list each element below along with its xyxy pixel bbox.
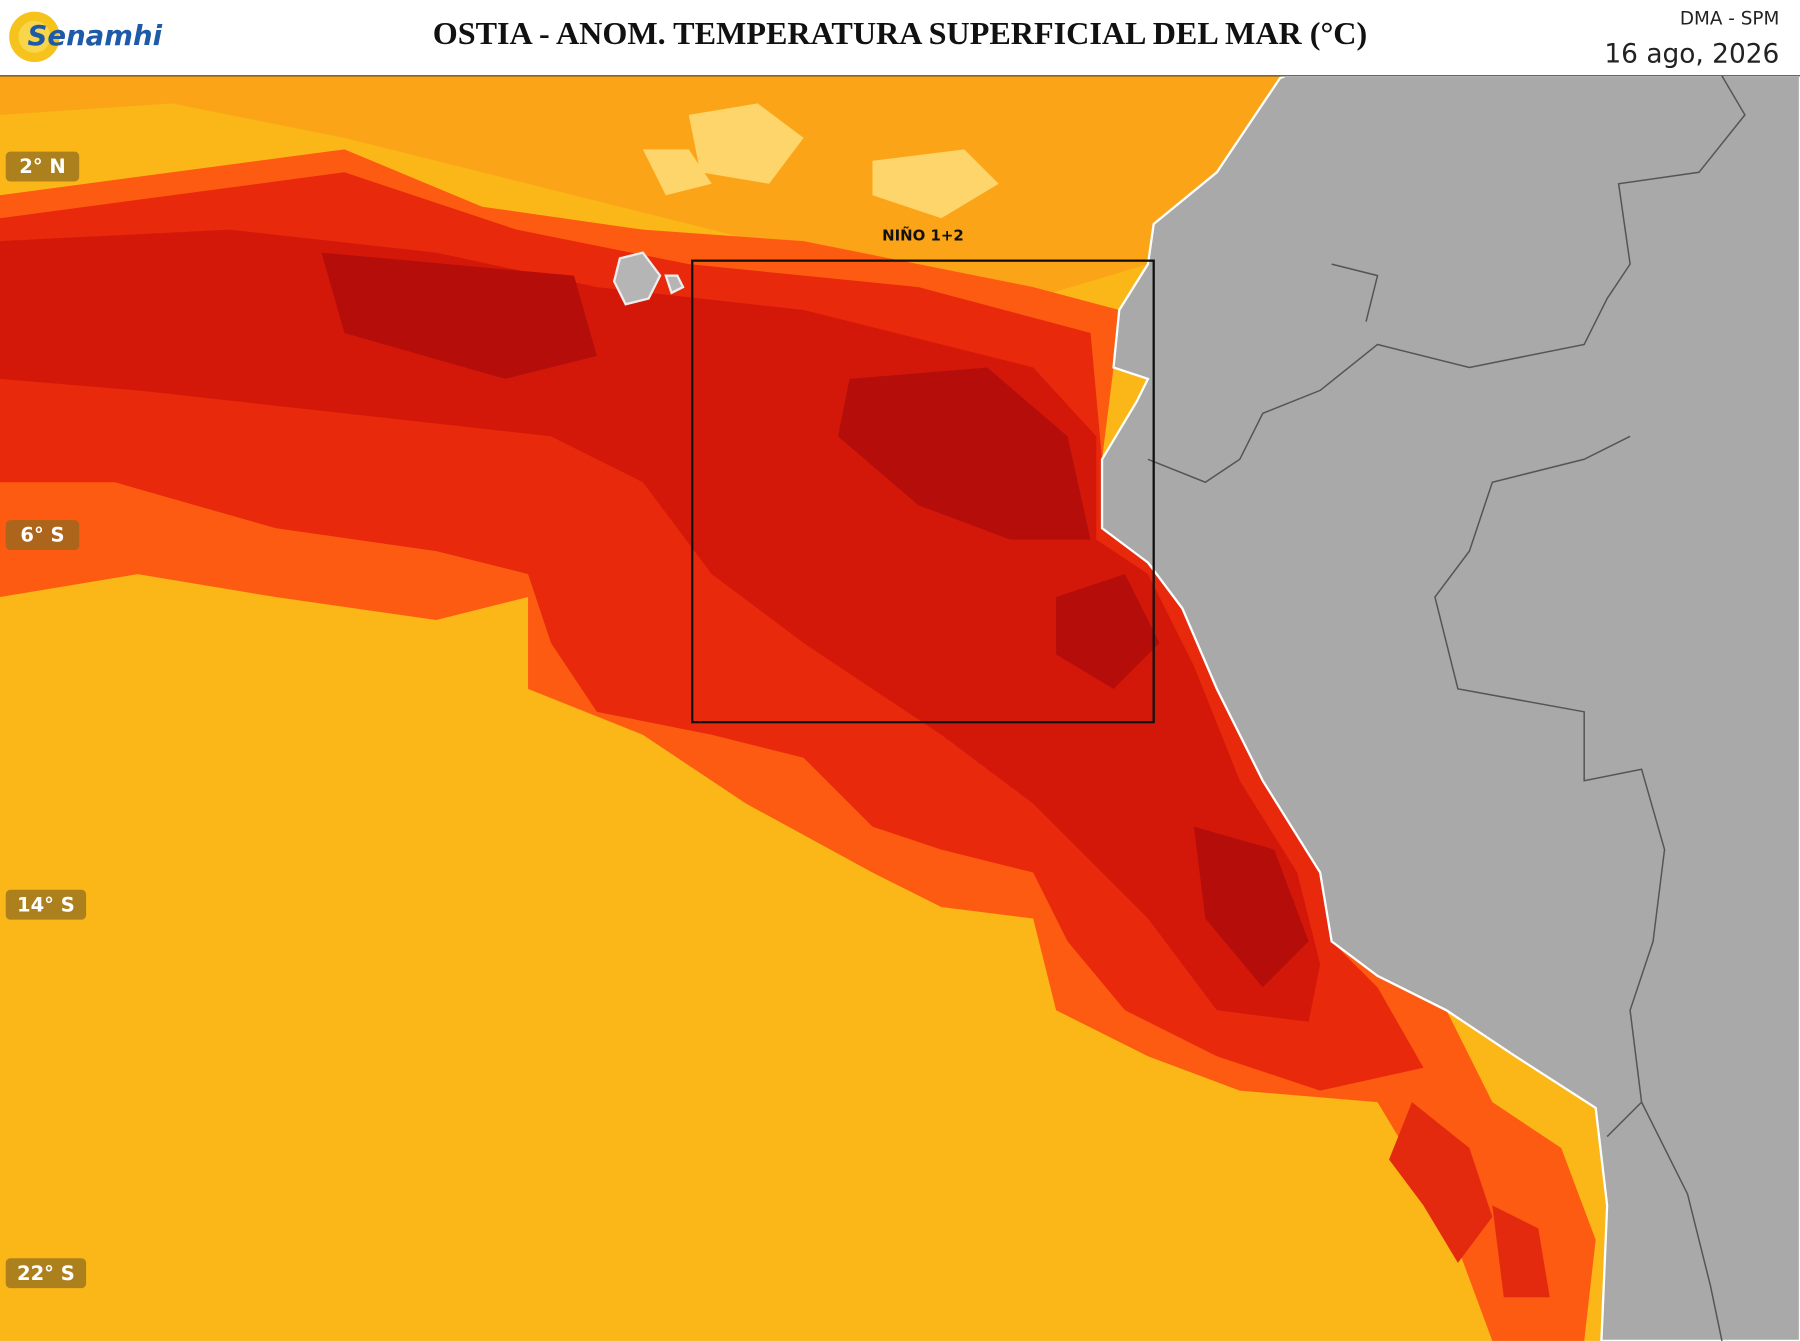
lat-label-bg: [5, 151, 80, 182]
anomaly-extreme: [321, 252, 1309, 988]
logo-sun-core: [18, 20, 51, 53]
lat-label-bg: [5, 1258, 87, 1289]
anomaly-coastal: [1389, 1102, 1550, 1298]
date: 16 ago, 2026: [1604, 39, 1779, 70]
lat-label-bg: [5, 889, 87, 920]
title: OSTIA - ANOM. TEMPERATURA SUPERFICIAL DE…: [433, 15, 1367, 51]
lat-label: 22° S: [17, 1262, 75, 1285]
borders: [1147, 75, 1746, 1341]
nino-label: NIÑO 1+2: [882, 227, 964, 245]
ocean: [0, 75, 1800, 1341]
header-bg: [0, 0, 1800, 76]
logo: Senamhi: [9, 11, 163, 63]
nino-box: [691, 259, 1155, 724]
lat-label-bg: [5, 520, 80, 550]
anomaly-north: [0, 75, 1280, 299]
galapagos: [612, 251, 685, 306]
logo-text: Senamhi: [28, 20, 163, 52]
lat-label: 2° N: [19, 155, 65, 178]
land: [1100, 74, 1800, 1341]
lat-label: 6° S: [20, 524, 64, 547]
lat-label: 14° S: [17, 893, 75, 916]
anomaly-weak: [642, 103, 999, 219]
agency: DMA - SPM: [1680, 9, 1779, 30]
lat-labels: 2° N 6° S 14° S 22° S: [5, 151, 87, 1289]
